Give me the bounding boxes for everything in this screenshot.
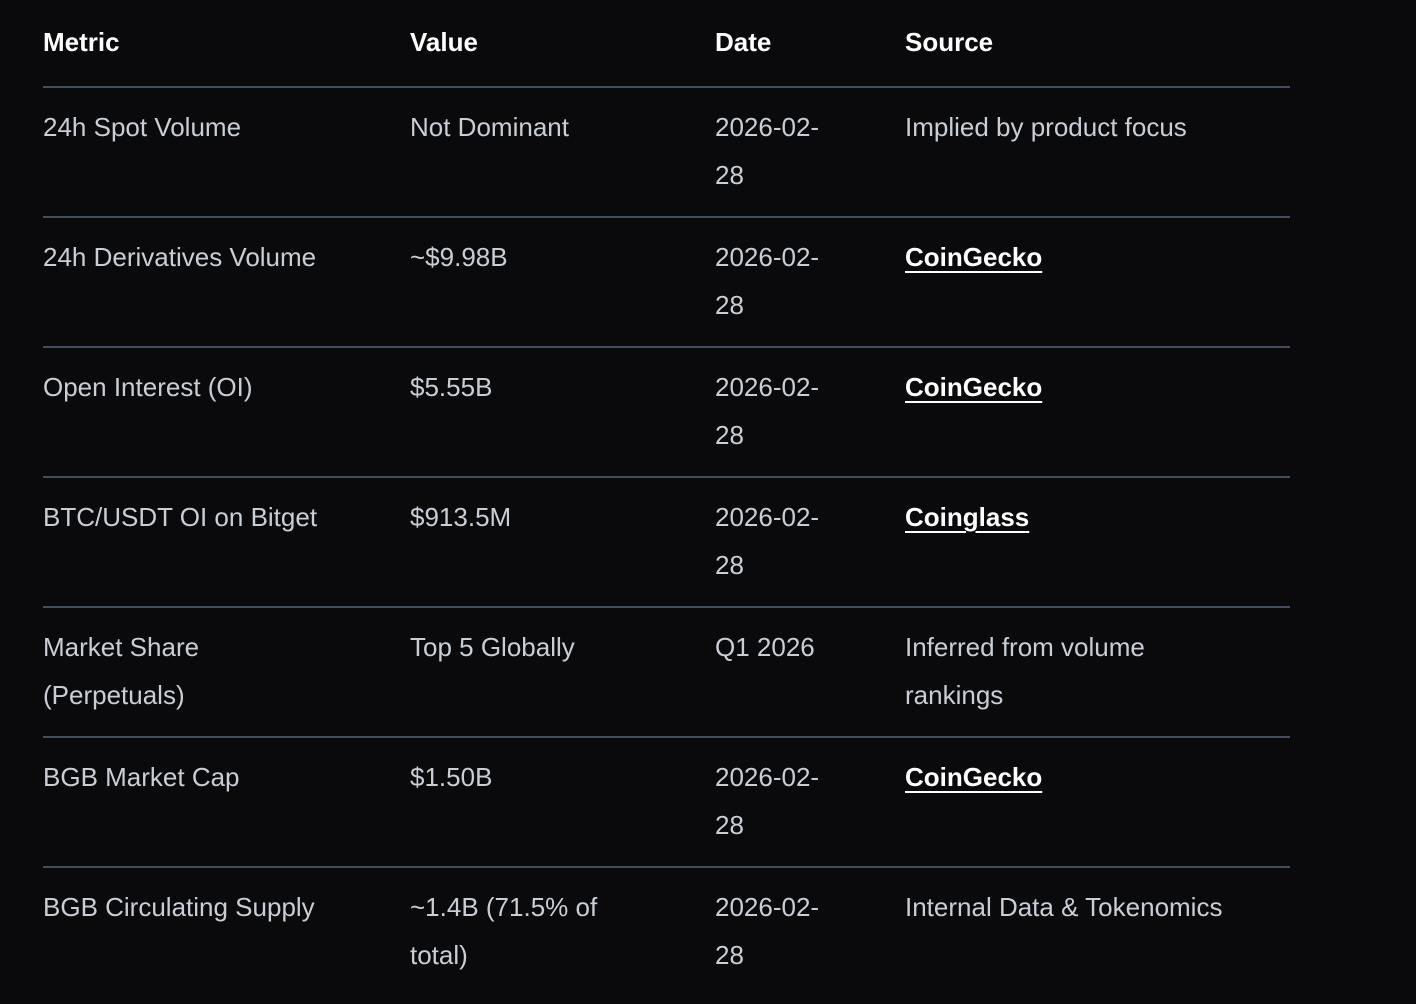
table-row: BTC/USDT OI on Bitget $913.5M 2026-02-28…	[43, 477, 1290, 608]
table-header-row: Metric Value Date Source	[43, 0, 1290, 88]
source-cell: CoinGecko	[905, 737, 1290, 868]
source-cell: Coinglass	[905, 477, 1290, 608]
value-cell: ~$9.98B	[410, 217, 715, 348]
value-cell: $5.55B	[410, 347, 715, 478]
value-cell: $913.5M	[410, 477, 715, 608]
source-cell: Implied by product focus	[905, 87, 1290, 218]
column-header-source: Source	[905, 0, 1290, 88]
metric-cell: 24h Derivatives Volume	[43, 217, 410, 348]
metric-cell: 24h Spot Volume	[43, 87, 410, 218]
table-row: 24h Derivatives Volume ~$9.98B 2026-02-2…	[43, 217, 1290, 348]
value-cell: Not Dominant	[410, 87, 715, 218]
source-link[interactable]: CoinGecko	[905, 242, 1043, 272]
source-link[interactable]: CoinGecko	[905, 372, 1043, 402]
table-row: Open Interest (OI) $5.55B 2026-02-28 Coi…	[43, 347, 1290, 478]
value-cell: ~1.4B (71.5% of total)	[410, 892, 598, 970]
date-cell: 2026-02-28	[715, 347, 905, 478]
source-text: Inferred from volume rankings	[905, 632, 1145, 710]
value-cell: Top 5 Globally	[410, 607, 715, 738]
source-cell: Inferred from volume rankings	[905, 607, 1290, 738]
metric-cell: BGB Market Cap	[43, 737, 410, 868]
table-row: BGB Market Cap $1.50B 2026-02-28 CoinGec…	[43, 737, 1290, 868]
source-cell: CoinGecko	[905, 347, 1290, 478]
metrics-table: Metric Value Date Source 24h Spot Volume…	[43, 0, 1290, 996]
date-cell: 2026-02-28	[715, 217, 905, 348]
column-header-metric: Metric	[43, 0, 410, 88]
date-cell: Q1 2026	[715, 607, 905, 738]
source-text: Internal Data & Tokenomics	[905, 892, 1223, 922]
metric-cell: Market Share (Perpetuals)	[43, 607, 410, 738]
date-cell: 2026-02-28	[715, 737, 905, 868]
value-cell: $1.50B	[410, 737, 715, 868]
column-header-date: Date	[715, 0, 905, 88]
table-row: Market Share (Perpetuals) Top 5 Globally…	[43, 607, 1290, 738]
source-cell: Internal Data & Tokenomics	[905, 867, 1290, 996]
table-row: BGB Circulating Supply ~1.4B (71.5% of t…	[43, 867, 1290, 996]
date-cell: 2026-02-28	[715, 87, 905, 218]
date-cell: 2026-02-28	[715, 477, 905, 608]
source-link[interactable]: CoinGecko	[905, 762, 1043, 792]
table-row: 24h Spot Volume Not Dominant 2026-02-28 …	[43, 87, 1290, 218]
metric-cell: BGB Circulating Supply	[43, 892, 315, 922]
metric-cell: BTC/USDT OI on Bitget	[43, 477, 410, 608]
column-header-value: Value	[410, 0, 715, 88]
date-cell: 2026-02-28	[715, 892, 820, 970]
metric-cell: Open Interest (OI)	[43, 347, 410, 478]
source-cell: CoinGecko	[905, 217, 1290, 348]
source-text: Implied by product focus	[905, 112, 1187, 142]
source-link[interactable]: Coinglass	[905, 502, 1030, 532]
